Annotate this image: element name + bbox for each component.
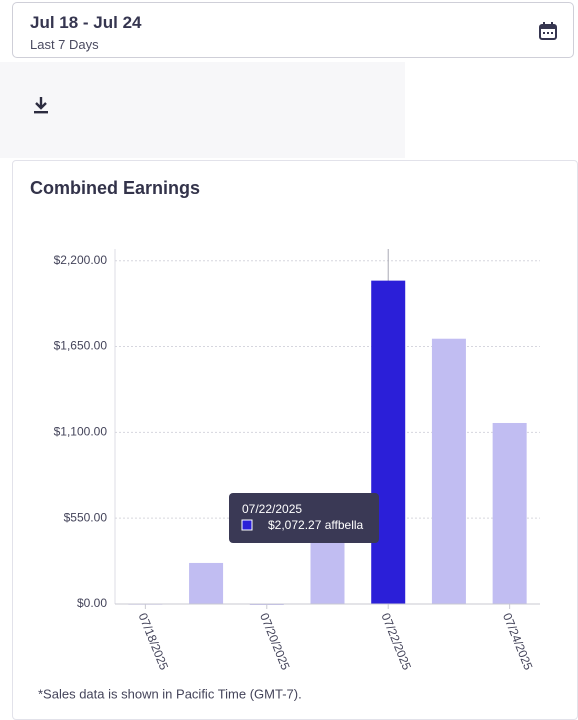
bar	[189, 562, 224, 604]
toolbar	[0, 62, 405, 158]
bar	[310, 536, 345, 604]
tooltip-box	[229, 493, 379, 543]
tooltip-swatch	[241, 519, 253, 531]
tooltip: 07/22/2025 $2,072.27 affbella	[229, 493, 379, 543]
date-preset: Last 7 Days	[30, 37, 99, 52]
date-range: Jul 18 - Jul 24	[30, 13, 142, 32]
x-tick-label: 07/24/2025	[500, 611, 536, 672]
y-tick-label: $1,100.00	[54, 425, 108, 439]
y-tick-label: $1,650.00	[54, 339, 108, 353]
x-tick-label: 07/20/2025	[257, 611, 293, 672]
tooltip-amount: $2,072.27	[268, 518, 322, 532]
x-tick-label: 07/22/2025	[378, 611, 414, 672]
tooltip-value: $2,072.27 affbella	[268, 518, 364, 532]
date-picker[interactable]: Jul 18 - Jul 24 Last 7 Days	[12, 2, 574, 58]
download-icon[interactable]	[32, 96, 50, 116]
tooltip-title: 07/22/2025	[242, 502, 302, 516]
x-tick-label: 07/18/2025	[136, 611, 172, 672]
bar	[371, 280, 406, 604]
y-tick-label: $2,200.00	[54, 253, 108, 267]
chart-title: Combined Earnings	[30, 178, 200, 198]
footnote: *Sales data is shown in Pacific Time (GM…	[38, 686, 302, 701]
y-tick-label: $0.00	[77, 596, 107, 610]
tooltip-series: affbella	[325, 518, 364, 532]
y-tick-label: $550.00	[64, 510, 108, 524]
bar	[492, 422, 527, 604]
bar	[431, 338, 466, 604]
calendar-icon	[539, 22, 557, 40]
